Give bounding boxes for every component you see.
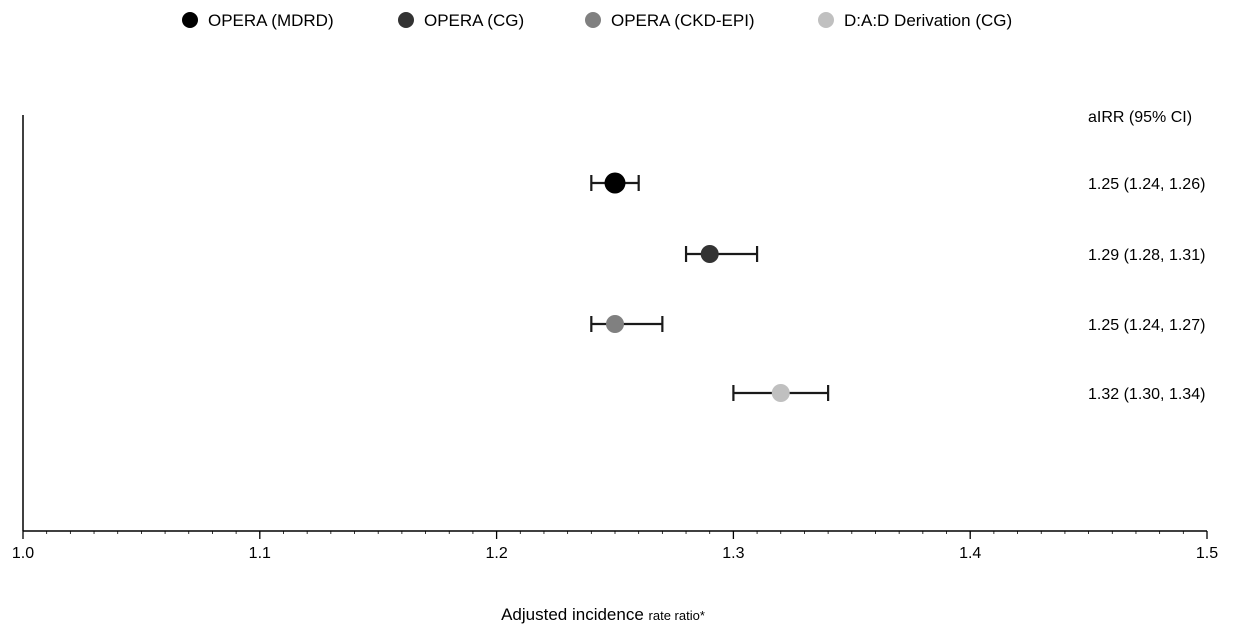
legend-label: OPERA (CG) (424, 11, 524, 30)
x-axis-label: Adjusted incidence rate ratio* (501, 605, 705, 624)
x-tick-label: 1.0 (12, 545, 34, 562)
point-estimate (771, 384, 790, 402)
x-tick-label: 1.2 (485, 545, 507, 562)
ci-label: 1.32 (1.30, 1.34) (1088, 386, 1205, 403)
point-estimate (604, 172, 626, 194)
x-tick-label: 1.1 (249, 545, 271, 562)
x-tick-label: 1.4 (959, 545, 981, 562)
axes: 1.0 1.1 1.2 1.3 1.4 1.5 (12, 115, 1218, 562)
point-estimate (606, 315, 624, 333)
legend-label: OPERA (MDRD) (208, 11, 334, 30)
legend-marker (398, 12, 414, 28)
ci-label: 1.25 (1.24, 1.26) (1088, 176, 1205, 193)
legend-marker (818, 12, 834, 28)
x-tick-label: 1.5 (1196, 545, 1218, 562)
x-axis-label-main: Adjusted incidence (501, 605, 648, 624)
estimate-row (732, 384, 830, 402)
legend-label: OPERA (CKD-EPI) (611, 11, 755, 30)
ci-labels: 1.25 (1.24, 1.26) 1.29 (1.28, 1.31) 1.25 (… (1088, 176, 1205, 403)
legend-marker (585, 12, 601, 28)
ci-column-header: aIRR (95% CI) (1088, 109, 1192, 126)
x-axis-tick-labels: 1.0 1.1 1.2 1.3 1.4 1.5 (12, 545, 1218, 562)
legend-label: D:A:D Derivation (CG) (844, 11, 1012, 30)
estimate-row (590, 172, 640, 194)
legend: OPERA (MDRD) OPERA (CG) OPERA (CKD-EPI) D:A… (182, 11, 1012, 30)
x-tick-label: 1.3 (722, 545, 744, 562)
legend-marker (182, 12, 198, 28)
point-estimate (700, 245, 719, 263)
ci-label: 1.25 (1.24, 1.27) (1088, 317, 1205, 334)
estimate-row (684, 245, 759, 263)
estimate-row (590, 315, 664, 333)
x-axis-major-ticks (22, 531, 1208, 539)
estimates (590, 172, 830, 402)
ci-label: 1.29 (1.28, 1.31) (1088, 247, 1205, 264)
x-axis-label-suffix: rate ratio* (649, 608, 705, 623)
